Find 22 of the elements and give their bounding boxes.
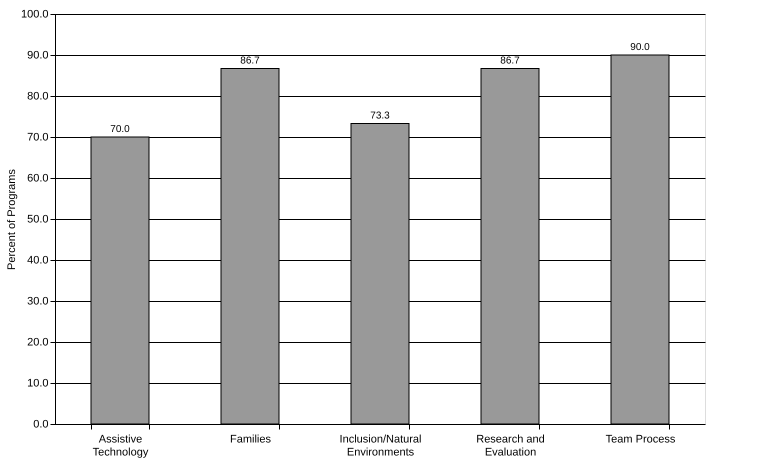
y-tick-label: 30.0	[27, 296, 48, 308]
x-tick-label: Assistive Technology	[92, 434, 149, 458]
y-tick-label: 70.0	[27, 132, 48, 144]
data-label: 86.7	[500, 56, 520, 67]
y-tick-label: 60.0	[27, 172, 48, 184]
y-tick-label: 90.0	[27, 50, 48, 62]
y-axis-title: Percent of Programs	[6, 168, 18, 270]
y-tick-label: 80.0	[27, 90, 48, 102]
x-tick-label: Team Process	[606, 434, 676, 446]
x-tick-label: Research and Evaluation	[476, 434, 545, 458]
data-label: 73.3	[370, 110, 390, 122]
x-tick-label: Inclusion/Natural Environments	[340, 434, 422, 458]
data-label: 70.0	[110, 124, 130, 135]
x-tick-label: Families	[230, 434, 272, 446]
y-tick-label: 0.0	[33, 418, 48, 430]
y-tick-label: 100.0	[20, 8, 48, 20]
y-tick-label: 40.0	[27, 254, 48, 266]
y-tick-label: 10.0	[27, 378, 48, 390]
y-tick-label: 20.0	[27, 336, 48, 348]
data-label: 86.7	[240, 56, 260, 67]
data-label: 90.0	[630, 42, 650, 53]
y-tick-label: 50.0	[27, 214, 48, 226]
